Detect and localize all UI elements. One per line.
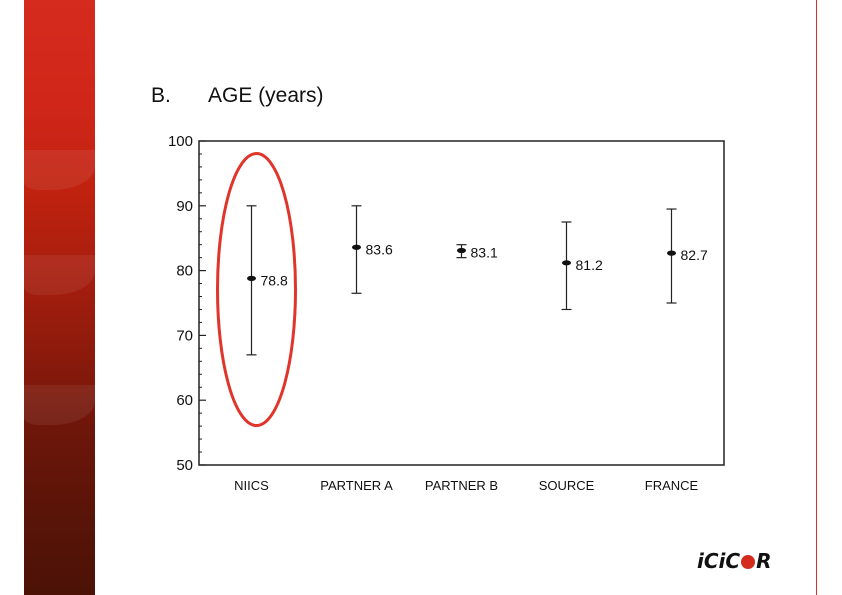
- y-tick-label: 80: [176, 263, 193, 280]
- decorative-side-band: [24, 0, 95, 595]
- section-letter: B.: [151, 84, 171, 107]
- x-category-label: PARTNER A: [320, 478, 393, 493]
- x-category-label: FRANCE: [645, 478, 699, 493]
- right-divider-line: [816, 0, 817, 595]
- y-tick-label: 90: [176, 198, 193, 215]
- x-category-label: PARTNER B: [425, 478, 498, 493]
- logo-text-part2: R: [756, 549, 772, 573]
- mean-value-label: 83.1: [471, 245, 498, 261]
- y-tick-label: 70: [176, 327, 193, 344]
- plot-frame: [198, 140, 725, 466]
- logo-text-part1: iCiC: [697, 549, 741, 573]
- mean-value-label: 82.7: [681, 247, 708, 263]
- x-category-label: SOURCE: [539, 478, 595, 493]
- chart-title: AGE (years): [208, 84, 324, 107]
- highlight-ellipse: [216, 152, 297, 428]
- mean-value-label: 78.8: [261, 272, 288, 288]
- mean-point: [667, 250, 676, 256]
- y-tick-label: 100: [168, 133, 193, 150]
- mean-value-label: 81.2: [576, 257, 603, 273]
- mean-point: [562, 260, 571, 266]
- mean-value-label: 83.6: [366, 241, 393, 257]
- mean-point: [247, 275, 256, 281]
- y-tick-label: 60: [176, 392, 193, 409]
- y-tick-label: 50: [176, 457, 193, 474]
- icicor-logo: iCiC R: [697, 549, 771, 573]
- logo-heart-icon: [741, 555, 756, 569]
- mean-point: [457, 247, 466, 254]
- mean-point: [352, 244, 361, 250]
- x-category-label: NIICS: [234, 478, 269, 493]
